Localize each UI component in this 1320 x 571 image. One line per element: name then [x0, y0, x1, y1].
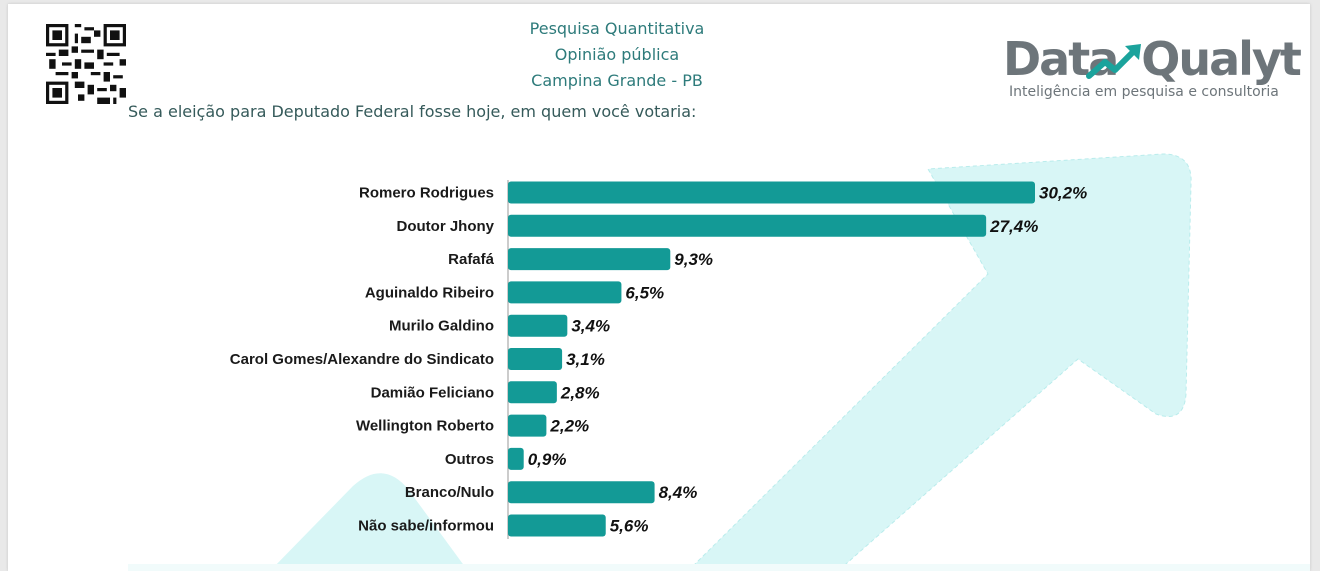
value-label: 0,9%	[528, 450, 567, 469]
header-line-2: Opinião pública	[554, 45, 680, 64]
survey-header: Pesquisa Quantitativa Opinião pública Ca…	[417, 16, 817, 94]
bottom-strip	[128, 564, 1310, 571]
bar	[508, 514, 606, 537]
logo-wordmark: Data Qualyt	[1003, 32, 1302, 86]
category-label: Murilo Galdino	[389, 318, 494, 335]
poll-page: Pesquisa Quantitativa Opinião pública Ca…	[8, 4, 1310, 571]
logo-word-left: Data	[1003, 32, 1119, 86]
background-arrow-right	[687, 153, 1192, 571]
header-line-1: Pesquisa Quantitativa	[529, 19, 705, 38]
category-label: Outros	[445, 451, 494, 468]
qr-code-icon	[46, 24, 126, 104]
logo-tagline: Inteligência em pesquisa e consultoria	[1009, 84, 1279, 100]
value-label: 2,2%	[549, 417, 589, 436]
category-label: Doutor Jhony	[397, 218, 495, 235]
category-label: Branco/Nulo	[405, 484, 494, 501]
category-label: Carol Gomes/Alexandre do Sindicato	[230, 351, 494, 368]
bar	[508, 314, 568, 337]
category-label: Romero Rodrigues	[359, 185, 494, 202]
logo-arrow-icon	[1086, 44, 1141, 79]
value-label: 27,4%	[989, 217, 1038, 236]
logo-word-right: Qualyt	[1141, 32, 1302, 86]
bar	[508, 181, 1035, 204]
bar	[508, 414, 547, 437]
category-label: Damião Feliciano	[371, 384, 494, 401]
category-label: Não sabe/informou	[358, 518, 494, 535]
dataqualyt-logo: Data Qualyt Inteligência em pesquisa e co…	[1003, 32, 1302, 112]
category-label: Aguinaldo Ribeiro	[365, 284, 494, 301]
bar	[508, 381, 557, 404]
bar	[508, 281, 622, 304]
category-label: Rafafá	[448, 251, 495, 268]
header-line-3: Campina Grande - PB	[531, 71, 703, 90]
bar	[508, 481, 655, 504]
survey-question: Se a eleição para Deputado Federal fosse…	[128, 102, 697, 121]
bar	[508, 447, 524, 470]
value-label: 9,3%	[674, 250, 713, 269]
value-label: 5,6%	[610, 517, 649, 536]
background-arrow-left	[270, 473, 468, 571]
bar-chart: Romero Rodrigues 30,2% Doutor Jhony 27,4% Ra…	[230, 180, 1087, 539]
value-label: 2,8%	[560, 383, 600, 402]
category-label: Wellington Roberto	[356, 418, 494, 435]
value-label: 30,2%	[1039, 184, 1087, 203]
value-label: 3,4%	[571, 317, 610, 336]
value-label: 8,4%	[659, 483, 698, 502]
value-label: 3,1%	[566, 350, 605, 369]
bar	[508, 348, 563, 370]
background-arrow-graphic	[270, 153, 1192, 571]
value-label: 6,5%	[625, 283, 664, 302]
bar	[508, 214, 987, 237]
bar	[508, 248, 671, 271]
